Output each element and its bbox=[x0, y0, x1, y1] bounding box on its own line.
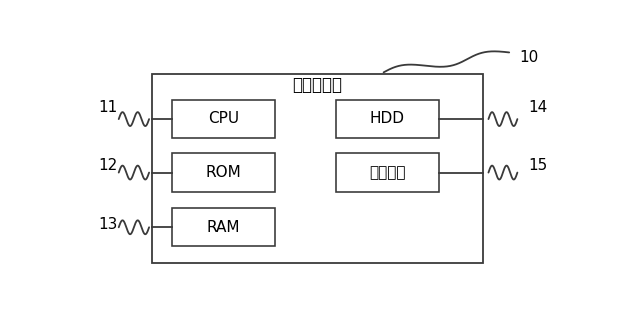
Bar bbox=[172, 153, 276, 192]
Text: CPU: CPU bbox=[208, 111, 239, 127]
Text: 13: 13 bbox=[98, 216, 118, 232]
Bar bbox=[336, 100, 439, 138]
Text: 10: 10 bbox=[519, 50, 538, 65]
Bar bbox=[152, 74, 483, 263]
Text: 11: 11 bbox=[98, 100, 118, 115]
Bar bbox=[172, 208, 276, 246]
Bar bbox=[172, 100, 276, 138]
Text: 管理サーバ: 管理サーバ bbox=[292, 76, 342, 94]
Text: 14: 14 bbox=[529, 100, 548, 115]
Bar bbox=[336, 153, 439, 192]
Text: RAM: RAM bbox=[207, 220, 240, 234]
Text: HDD: HDD bbox=[370, 111, 405, 127]
Text: ROM: ROM bbox=[206, 165, 241, 180]
Text: 通信装置: 通信装置 bbox=[369, 165, 406, 180]
Text: 15: 15 bbox=[529, 158, 548, 173]
Text: 12: 12 bbox=[98, 158, 118, 173]
